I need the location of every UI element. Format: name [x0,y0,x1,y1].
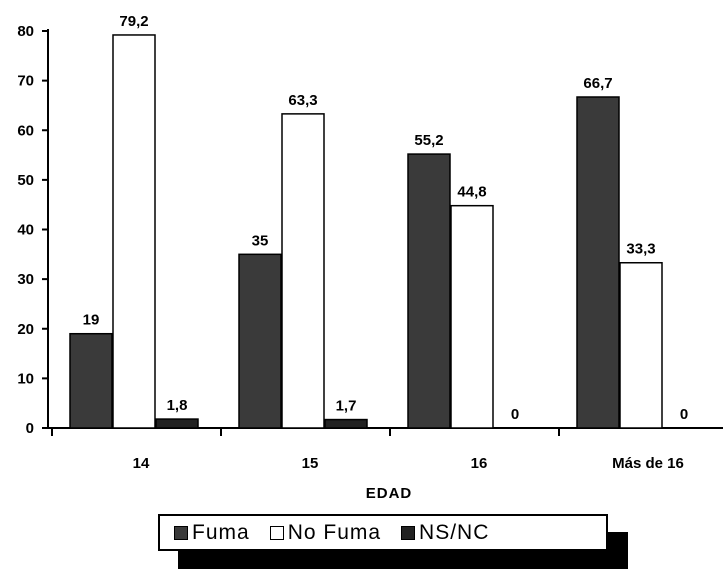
x-tick-label: 15 [302,455,319,472]
y-tick-label: 40 [17,222,34,239]
bar-no-fuma [112,34,156,429]
data-label: 1,8 [167,397,188,414]
y-tick-label: 70 [17,73,34,90]
legend-swatch [401,525,416,540]
data-label: 63,3 [288,92,317,109]
x-tick-label: 14 [133,455,150,472]
bar-fuma [576,96,620,429]
legend-item: Fuma [174,521,250,545]
legend-swatch [269,525,284,540]
bars [69,34,663,429]
data-label: 35 [252,232,269,249]
bar-no-fuma [619,261,663,429]
legend: Fuma No Fuma NS/NC [158,514,608,551]
bar-fuma [238,253,282,429]
data-label: 19 [83,312,100,329]
legend-swatch [174,525,188,540]
y-tick-label: 10 [17,370,34,387]
data-label: 1,7 [336,398,357,415]
y-tick-label: 20 [17,321,34,338]
legend-item: NS/NC [401,521,489,545]
y-axis: 0 10 20 30 40 50 60 70 80 [17,23,49,437]
bar-no-fuma [450,204,494,429]
legend-item: No Fuma [269,520,382,545]
data-label: 79,2 [119,13,148,30]
bar-ns-nc [324,418,368,429]
y-tick-label: 50 [17,172,34,189]
data-label: 66,7 [583,75,612,92]
data-label: 33,3 [626,241,655,258]
y-tick-label: 80 [17,23,34,40]
legend-label: No Fuma [287,520,382,544]
x-axis: 14 15 16 Más de 16 [48,427,723,472]
data-labels: 19 35 55,2 66,7 79,2 63,3 44,8 33,3 1,8 1,7 0 0 [83,13,689,423]
legend-label: NS/NC [419,520,490,544]
y-tick-label: 0 [26,420,34,437]
data-label: 0 [511,406,519,423]
bar-chart: 0 10 20 30 40 50 60 70 80 14 15 16 Más de 16 19 35 55… [17,13,723,502]
x-tick-label: Más de 16 [612,455,684,472]
bar-ns-nc [155,418,199,429]
legend-label: Fuma [192,520,250,544]
y-tick-label: 30 [17,271,34,288]
x-axis-title: EDAD [366,485,413,502]
bar-no-fuma [281,113,325,429]
bar-fuma [69,332,113,429]
x-tick-label: 16 [471,455,488,472]
data-label: 0 [680,406,688,423]
data-label: 44,8 [457,184,486,201]
data-label: 55,2 [414,132,443,149]
bar-fuma [407,153,451,429]
y-tick-label: 60 [17,122,34,139]
